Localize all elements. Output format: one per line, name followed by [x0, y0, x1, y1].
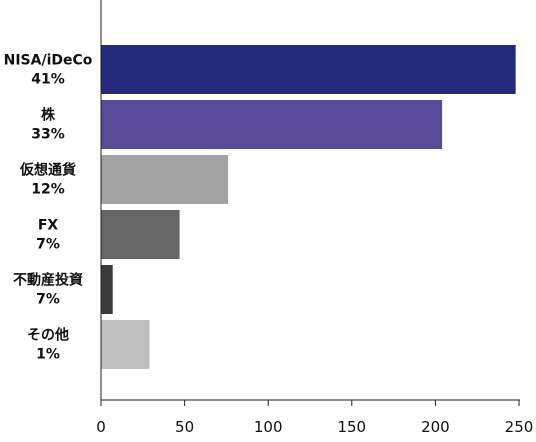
category-label: FX [38, 218, 59, 234]
x-tick-label: 100 [254, 418, 283, 436]
category-percent-label: 7% [36, 292, 60, 308]
x-tick-label: 0 [96, 418, 106, 436]
bars-group [101, 45, 516, 369]
x-tick-label: 50 [175, 418, 194, 436]
bar [101, 320, 150, 369]
category-label: 不動産投資 [13, 272, 83, 289]
x-tick-label: 150 [337, 418, 366, 436]
axes-group [100, 0, 520, 401]
category-percent-label: 33% [31, 127, 65, 143]
bar [101, 210, 180, 259]
bar [101, 45, 516, 94]
category-label: 仮想通貨 [19, 162, 76, 179]
category-label: その他 [27, 327, 69, 344]
bar [101, 265, 113, 314]
category-label: NISA/iDeCo [4, 53, 93, 69]
category-percent-label: 1% [36, 347, 60, 363]
category-percent-label: 41% [31, 72, 65, 88]
category-labels-group: NISA/iDeCo 41% 株 33% 仮想通貨 12% FX 7% 不動産投資 7% その他 1% [4, 53, 93, 363]
x-tick-label: 250 [505, 418, 534, 436]
x-tick-label: 200 [421, 418, 450, 436]
bar [101, 100, 443, 149]
category-percent-label: 7% [36, 237, 60, 253]
category-percent-label: 12% [31, 182, 65, 198]
category-label: 株 [41, 107, 56, 124]
bar [101, 155, 229, 204]
x-ticks-group: 0 50 100 150 200 250 [96, 400, 533, 436]
